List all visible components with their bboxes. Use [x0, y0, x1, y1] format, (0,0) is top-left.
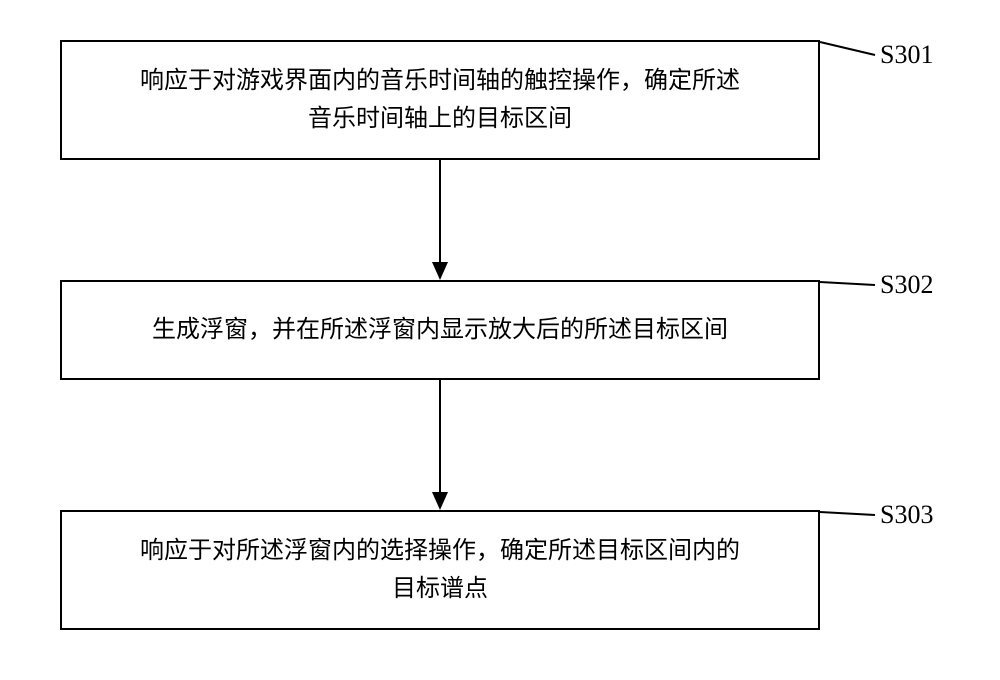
label-leader [0, 0, 1000, 680]
flowchart-canvas: 响应于对游戏界面内的音乐时间轴的触控操作，确定所述 音乐时间轴上的目标区间S30… [0, 0, 1000, 680]
